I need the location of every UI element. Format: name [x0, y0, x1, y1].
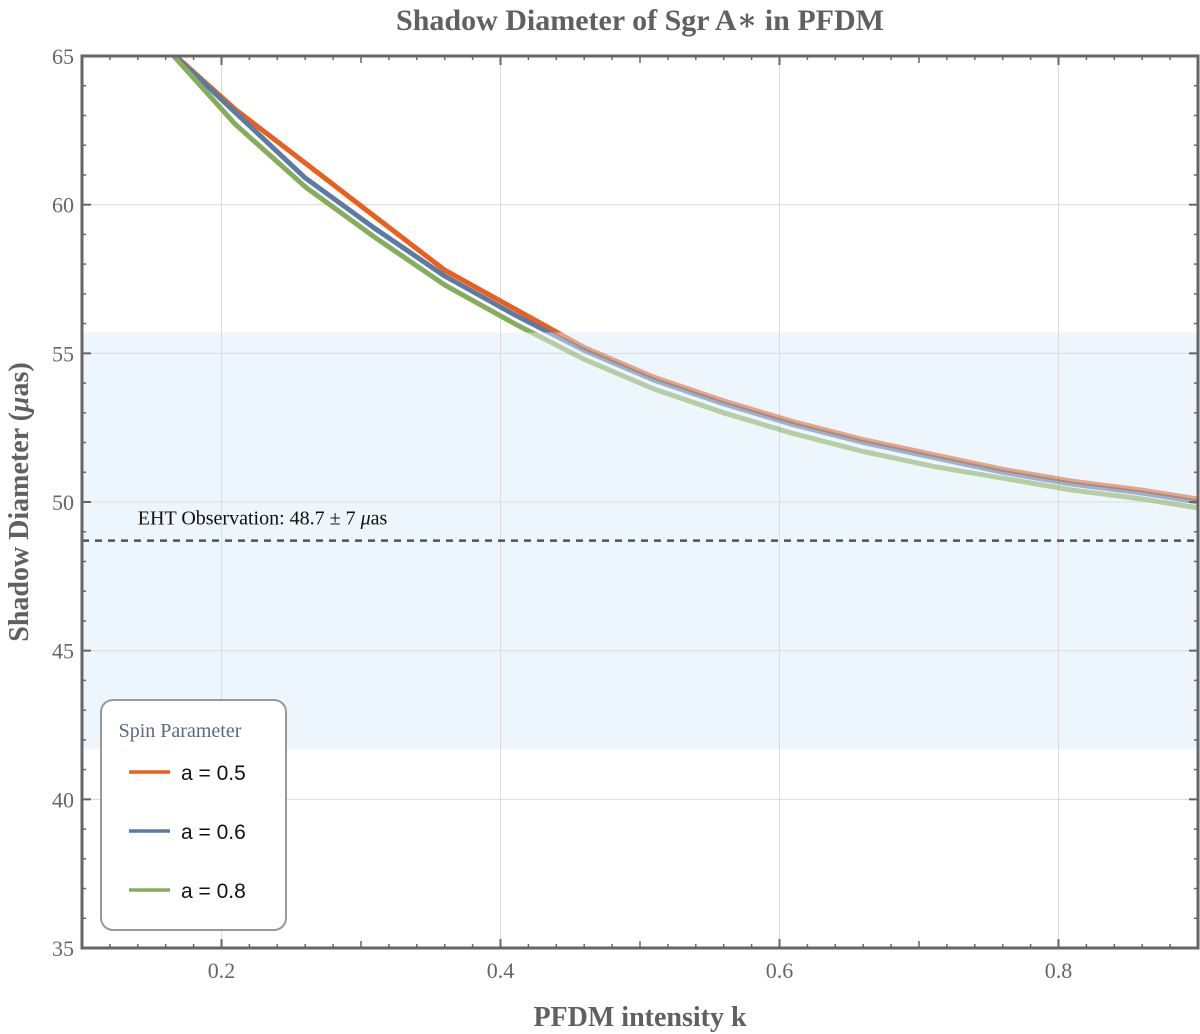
y-tick-label: 55 — [52, 341, 74, 366]
series-line-3-in-band — [526, 332, 1198, 511]
x-tick-label: 0.2 — [208, 958, 236, 983]
legend-title: Spin Parameter — [119, 720, 242, 742]
plot-frame — [80, 54, 1200, 950]
y-tick-label: 65 — [52, 44, 74, 69]
legend-box — [100, 699, 287, 931]
series-lines — [163, 56, 1198, 511]
series-line-1-in-band — [552, 332, 1198, 502]
y-tick-label: 40 — [52, 787, 74, 812]
x-tick-labels: 0.2 0.4 0.6 0.8 — [208, 958, 1073, 983]
x-tick-label: 0.4 — [487, 958, 515, 983]
legend-label-1: a = 0.5 — [181, 762, 246, 785]
x-tick-label: 0.6 — [766, 958, 794, 983]
x-tick-label: 0.8 — [1045, 958, 1073, 983]
eht-uncertainty-band — [82, 332, 1198, 749]
legend-label-3: a = 0.8 — [181, 880, 246, 903]
chart-title: Shadow Diameter of Sgr A∗ in PFDM — [396, 4, 884, 37]
x-axis-label: PFDM intensity k — [533, 1002, 747, 1033]
y-tick-label: 50 — [52, 490, 74, 515]
y-axis-label: Shadow Diameter (μas) — [4, 362, 35, 642]
y-tick-label: 45 — [52, 639, 74, 664]
legend-items: a = 0.5 a = 0.6 a = 0.8 — [129, 762, 246, 903]
y-tick-label: 60 — [52, 193, 74, 218]
series-line-2-in-band — [543, 332, 1198, 505]
y-tick-label: 35 — [52, 936, 74, 961]
legend-label-2: a = 0.6 — [181, 821, 246, 844]
eht-observation-label: EHT Observation: 48.7 ± 7 μas — [138, 508, 388, 530]
legend: Spin Parameter a = 0.5 a = 0.6 a = 0.8 — [100, 699, 287, 931]
y-tick-labels: 35 40 45 50 55 60 65 — [52, 44, 74, 961]
